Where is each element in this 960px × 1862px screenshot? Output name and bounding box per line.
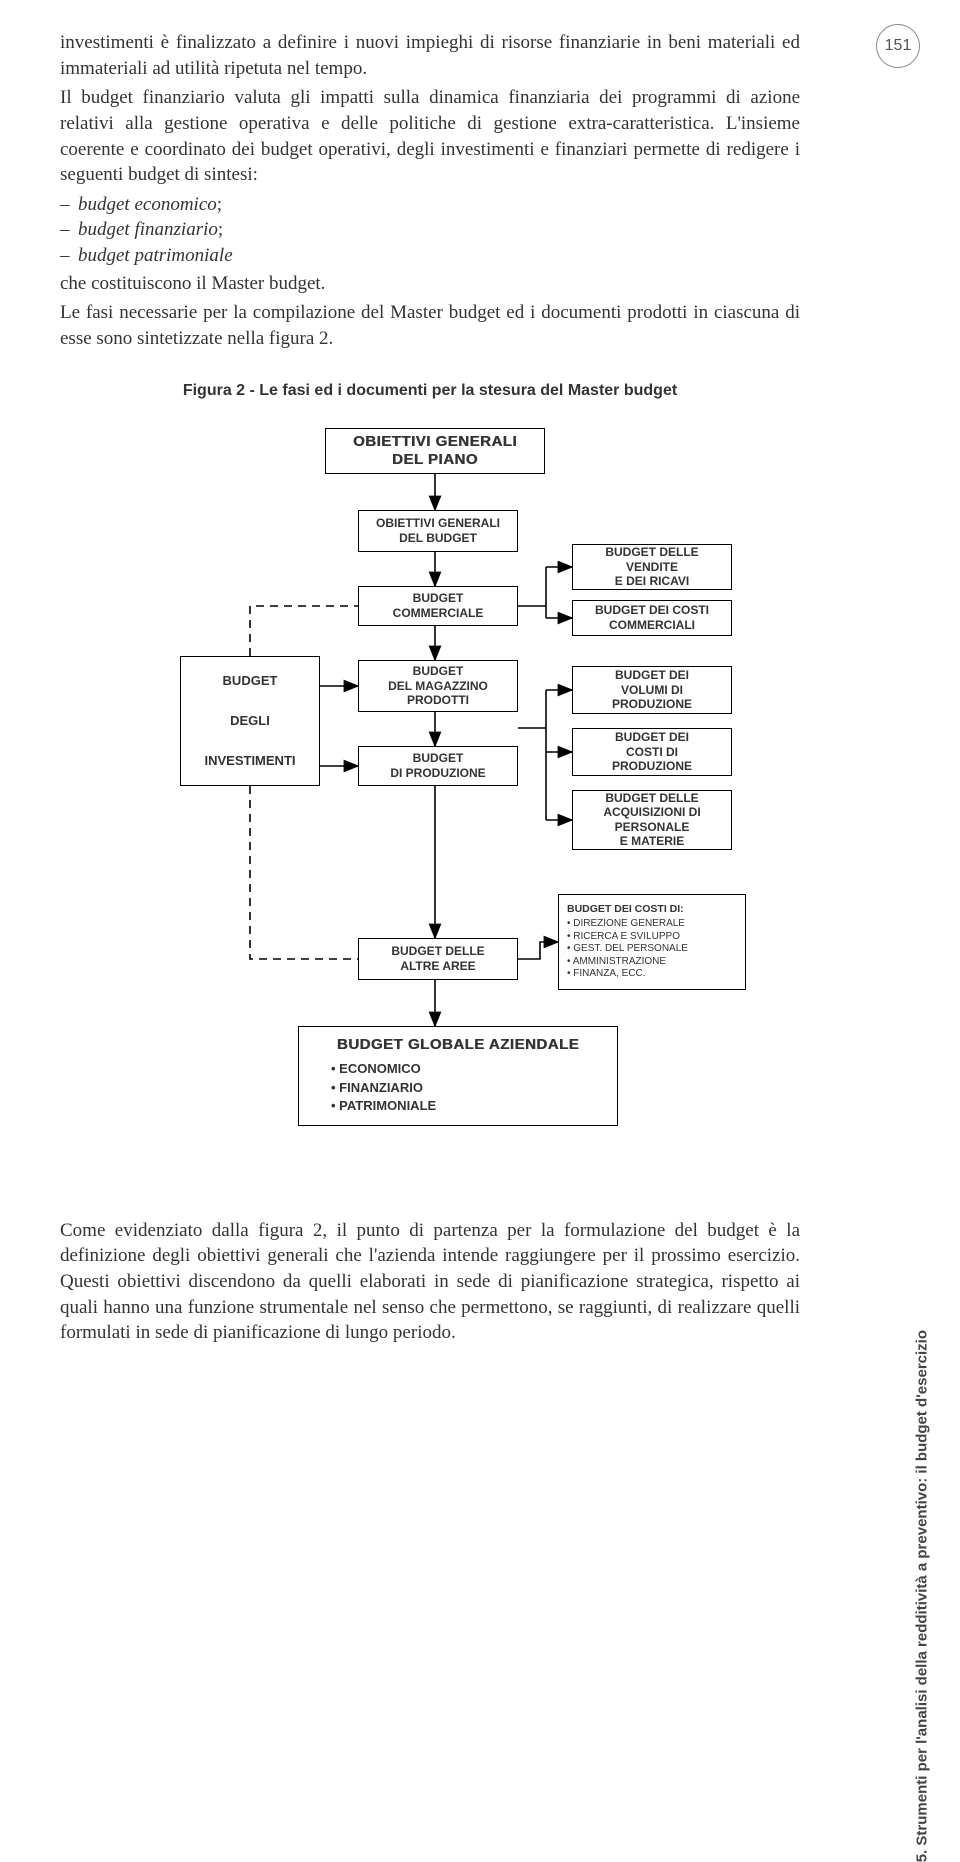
flowchart-node-n3: BUDGETCOMMERCIALE — [358, 586, 518, 626]
flowchart-node-n4: BUDGETDEL MAGAZZINOPRODOTTI — [358, 660, 518, 712]
flowchart-node-r1: BUDGET DELLEVENDITEE DEI RICAVI — [572, 544, 732, 590]
flowchart-node-r2: BUDGET DEI COSTICOMMERCIALI — [572, 600, 732, 636]
flowchart-node-n1: OBIETTIVI GENERALIDEL PIANO — [325, 428, 545, 474]
figure-caption: Figura 2 - Le fasi ed i documenti per la… — [60, 382, 800, 400]
side-chapter-label: 5. Strumenti per l'analisi della redditi… — [913, 1330, 930, 1862]
flowchart-node-n6: BUDGET DELLEALTRE AREE — [358, 938, 518, 980]
budget-list: budget economico; budget finanziario; bu… — [60, 192, 800, 269]
paragraph-4: Le fasi necessarie per la compilazione d… — [60, 300, 800, 351]
flowchart-node-n7: BUDGETDEGLIINVESTIMENTI — [180, 656, 320, 786]
page-number-badge: 151 — [876, 24, 920, 68]
list-item: budget finanziario; — [60, 217, 800, 243]
list-item: budget economico; — [60, 192, 800, 218]
paragraph-bottom: Come evidenziato dalla figura 2, il punt… — [60, 1218, 800, 1346]
flowchart-diagram: OBIETTIVI GENERALIDEL PIANO OBIETTIVI GEN… — [80, 428, 780, 1188]
flowchart-node-r3: BUDGET DEIVOLUMI DIPRODUZIONE — [572, 666, 732, 714]
flowchart-node-fin: BUDGET GLOBALE AZIENDALE• ECONOMICO• FIN… — [298, 1026, 618, 1126]
flowchart-node-n5: BUDGETDI PRODUZIONE — [358, 746, 518, 786]
flowchart-node-r6: BUDGET DEI COSTI DI:• DIREZIONE GENERALE… — [558, 894, 746, 990]
paragraph-2: Il budget finanziario valuta gli impatti… — [60, 85, 800, 188]
paragraph-1: investimenti è finalizzato a definire i … — [60, 30, 800, 81]
flowchart-node-n2: OBIETTIVI GENERALIDEL BUDGET — [358, 510, 518, 552]
paragraph-3: che costituiscono il Master budget. — [60, 271, 800, 297]
flowchart-node-r5: BUDGET DELLEACQUISIZIONI DIPERSONALEE MA… — [572, 790, 732, 850]
flowchart-node-r4: BUDGET DEICOSTI DIPRODUZIONE — [572, 728, 732, 776]
list-item: budget patrimoniale — [60, 243, 800, 269]
